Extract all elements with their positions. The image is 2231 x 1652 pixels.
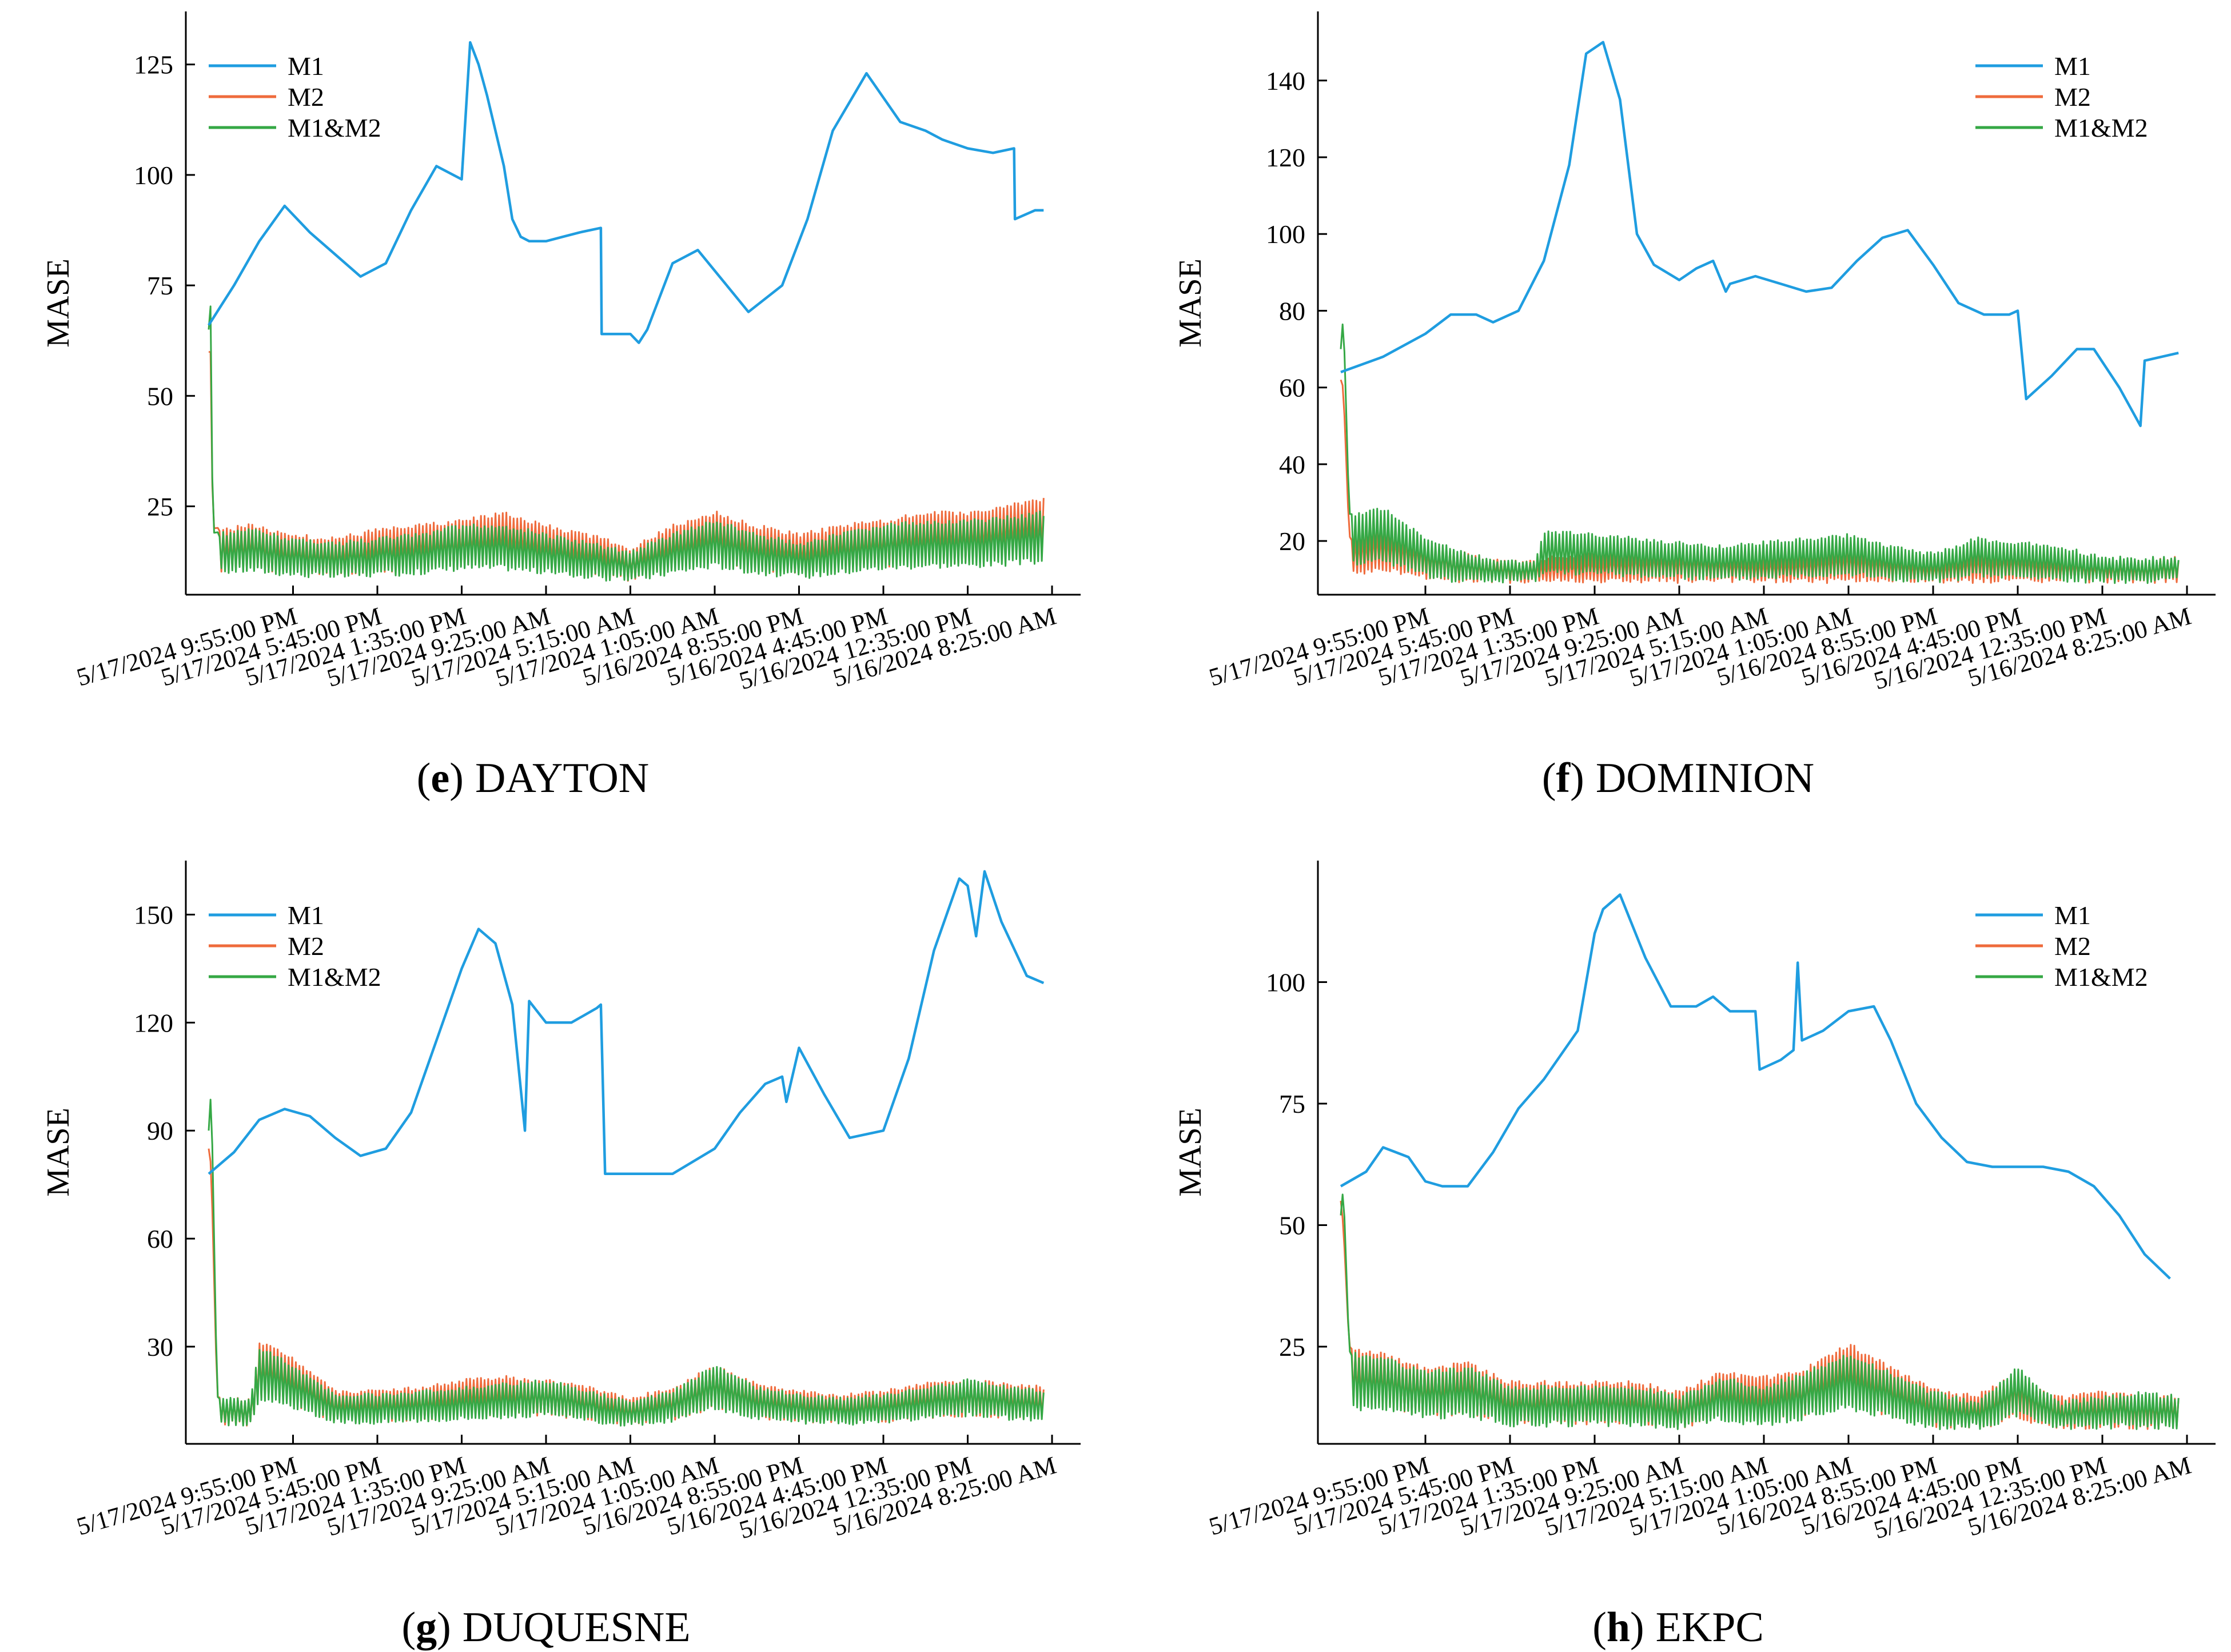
caption-title: DAYTON (475, 755, 649, 802)
panel-caption: (f) DOMINION (1542, 755, 1814, 802)
legend-label: M1 (2054, 51, 2091, 81)
legend-label: M1&M2 (2054, 113, 2148, 142)
caption-letter: e (431, 755, 449, 802)
caption-paren-close: ) (1630, 1604, 1644, 1651)
series-line-m1 (208, 41, 1044, 344)
caption-title: DOMINION (1596, 755, 1814, 802)
legend-label: M1 (288, 901, 324, 930)
y-tick-label: 25 (147, 492, 173, 521)
y-tick-label: 75 (1279, 1089, 1305, 1118)
legend-label: M1&M2 (2054, 962, 2148, 992)
y-tick-label: 100 (134, 161, 173, 190)
series-line-m1 (1340, 41, 2179, 427)
series-line-m1-m2 (1340, 1193, 2180, 1430)
y-axis-label: MASE (41, 258, 76, 348)
legend-label: M1&M2 (288, 962, 381, 992)
caption-paren-open: ( (401, 1604, 416, 1651)
series-line-m1-m2 (1340, 323, 2180, 584)
y-axis-label: MASE (41, 1108, 76, 1197)
legend-label: M1 (288, 51, 324, 81)
y-tick-label: 90 (147, 1116, 173, 1145)
y-tick-label: 100 (1266, 220, 1305, 249)
y-tick-label: 150 (134, 900, 173, 929)
caption-paren-close: ) (437, 1604, 451, 1651)
y-tick-label: 125 (134, 50, 173, 79)
series-line-m1-m2 (208, 1098, 1045, 1427)
legend-label: M1 (2054, 901, 2091, 930)
y-tick-label: 50 (1279, 1211, 1305, 1240)
caption-letter: f (1556, 755, 1571, 802)
caption-paren-open: ( (1542, 755, 1556, 802)
legend-label: M1&M2 (288, 113, 381, 142)
series-line-m1-m2 (208, 305, 1045, 582)
y-tick-label: 40 (1279, 450, 1305, 479)
caption-title: DUQUESNE (463, 1604, 691, 1651)
caption-letter: g (416, 1604, 437, 1651)
caption-paren-close: ) (1570, 755, 1584, 802)
caption-paren-open: ( (417, 755, 431, 802)
y-tick-label: 20 (1279, 527, 1305, 556)
legend-label: M2 (288, 82, 324, 112)
y-tick-label: 30 (147, 1332, 173, 1362)
y-tick-label: 120 (1266, 143, 1305, 172)
y-tick-label: 75 (147, 271, 173, 300)
y-axis-label: MASE (1173, 258, 1208, 348)
series-line-m2 (208, 1148, 1045, 1427)
y-tick-label: 50 (147, 381, 173, 411)
y-tick-label: 25 (1279, 1332, 1305, 1362)
y-tick-label: 140 (1266, 66, 1305, 95)
legend-label: M2 (288, 932, 324, 961)
panel-caption: (g) DUQUESNE (401, 1604, 690, 1651)
series-line-m1 (208, 870, 1045, 1176)
y-tick-label: 100 (1266, 968, 1305, 997)
y-tick-label: 120 (134, 1008, 173, 1037)
legend-label: M2 (2054, 932, 2091, 961)
panel-caption: (e) DAYTON (417, 755, 649, 802)
caption-letter: h (1607, 1604, 1630, 1651)
caption-paren-open: ( (1592, 1604, 1607, 1651)
caption-paren-close: ) (449, 755, 464, 802)
caption-title: EKPC (1656, 1604, 1764, 1651)
legend-label: M2 (2054, 82, 2091, 112)
y-tick-label: 80 (1279, 296, 1305, 325)
series-line-m1 (1340, 893, 2171, 1280)
y-axis-label: MASE (1173, 1108, 1208, 1197)
y-tick-label: 60 (1279, 373, 1305, 403)
panel-caption: (h) EKPC (1592, 1604, 1764, 1651)
y-tick-label: 60 (147, 1224, 173, 1253)
